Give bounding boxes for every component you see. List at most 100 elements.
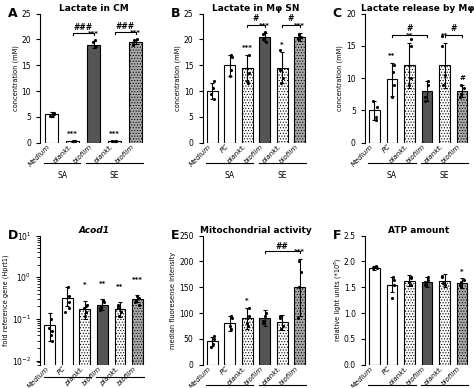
Point — [130, 37, 138, 43]
Y-axis label: concentration (mM): concentration (mM) — [337, 45, 344, 111]
Text: ***: *** — [132, 277, 143, 283]
Point — [92, 43, 100, 49]
Point — [210, 78, 218, 84]
Point — [438, 43, 446, 49]
Point — [407, 274, 415, 280]
Text: A: A — [8, 7, 18, 20]
Text: #: # — [288, 14, 294, 23]
Point — [210, 85, 217, 92]
Point — [390, 274, 397, 280]
Point — [228, 52, 235, 58]
Point — [421, 279, 429, 285]
Point — [115, 312, 123, 319]
Bar — [207, 341, 218, 365]
Text: *: * — [281, 42, 284, 48]
Point — [108, 138, 116, 144]
Point — [245, 70, 253, 76]
Point — [295, 31, 302, 37]
Point — [207, 343, 215, 350]
Point — [81, 305, 88, 312]
Point — [460, 276, 467, 282]
Bar — [421, 282, 432, 365]
Point — [129, 40, 137, 47]
Point — [421, 282, 428, 288]
Point — [228, 313, 235, 319]
Point — [441, 282, 449, 288]
Point — [421, 94, 428, 100]
Point — [298, 34, 305, 40]
Point — [71, 138, 79, 144]
Point — [90, 39, 97, 45]
Point — [276, 315, 284, 321]
Text: D: D — [8, 229, 18, 242]
Point — [457, 91, 465, 97]
Point — [279, 75, 287, 81]
Point — [50, 110, 57, 116]
Point — [91, 37, 99, 43]
Text: C: C — [333, 7, 342, 20]
Point — [407, 43, 415, 49]
Text: SA: SA — [387, 171, 397, 180]
Bar — [108, 141, 121, 143]
Point — [65, 305, 73, 312]
Point — [245, 52, 253, 58]
Text: ***: *** — [88, 31, 99, 37]
Bar — [387, 80, 397, 143]
Point — [372, 263, 380, 270]
Point — [370, 98, 377, 104]
Title: Lactate in CM: Lactate in CM — [59, 4, 128, 13]
Point — [245, 305, 253, 311]
Y-axis label: concentration (mM): concentration (mM) — [174, 45, 181, 111]
Point — [294, 36, 301, 43]
Bar — [369, 268, 380, 365]
Text: #: # — [459, 75, 465, 81]
Text: ##: ## — [276, 242, 289, 251]
Point — [277, 326, 285, 332]
Point — [71, 138, 78, 144]
Title: Acod1: Acod1 — [78, 226, 109, 235]
Bar — [207, 91, 218, 143]
Point — [262, 29, 269, 35]
Point — [81, 312, 88, 319]
Point — [441, 72, 449, 78]
Point — [407, 36, 415, 43]
Point — [390, 81, 398, 88]
Point — [373, 265, 381, 271]
Bar — [421, 91, 432, 143]
Point — [45, 325, 53, 331]
Point — [298, 268, 305, 275]
Point — [438, 274, 446, 280]
Text: **: ** — [441, 33, 448, 39]
Text: #: # — [406, 24, 413, 33]
Title: Lactate release by Mφ: Lactate release by Mφ — [362, 4, 474, 13]
Text: ***: *** — [259, 23, 270, 29]
Bar — [439, 65, 450, 143]
Point — [245, 80, 252, 87]
Bar — [97, 305, 108, 388]
Bar — [259, 37, 270, 143]
Title: Lactate in Mφ SN: Lactate in Mφ SN — [212, 4, 300, 13]
Point — [390, 282, 398, 288]
Point — [228, 67, 235, 73]
Point — [97, 305, 104, 312]
Point — [295, 258, 302, 265]
Point — [64, 283, 72, 289]
Point — [48, 328, 56, 334]
Point — [133, 297, 140, 303]
Y-axis label: median fluoresense intensity: median fluoresense intensity — [170, 251, 176, 349]
Bar — [456, 91, 467, 143]
Title: ATP amount: ATP amount — [388, 226, 449, 235]
Point — [114, 301, 122, 308]
Point — [421, 98, 429, 104]
Point — [136, 295, 143, 301]
Point — [129, 42, 137, 48]
Bar — [224, 324, 235, 365]
Point — [111, 138, 119, 144]
Point — [295, 32, 302, 38]
Point — [276, 313, 284, 319]
Bar — [224, 65, 235, 143]
Point — [389, 294, 396, 301]
Text: ***: *** — [294, 249, 305, 255]
Bar — [259, 318, 270, 365]
Text: ###: ### — [73, 23, 93, 32]
